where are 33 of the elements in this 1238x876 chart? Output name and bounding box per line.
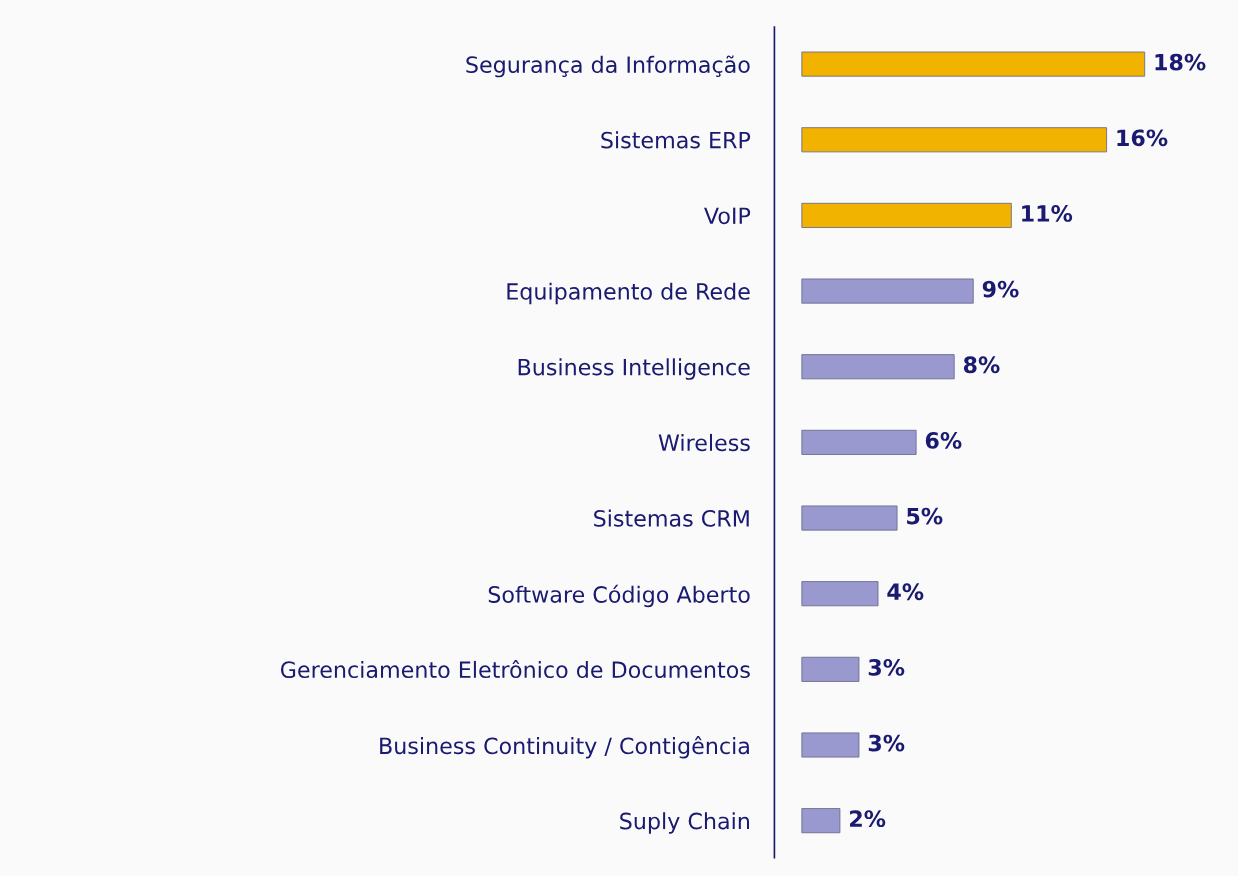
bar (801, 202, 1012, 228)
data-label: 18% (1155, 53, 1206, 71)
data-label: 16% (1117, 129, 1168, 147)
bar (801, 429, 917, 455)
bar (801, 278, 974, 304)
data-label: 3% (868, 658, 905, 676)
bar (801, 808, 841, 834)
y-tick-label: Software Código Aberto (488, 584, 750, 608)
y-tick-label: Sistemas ERP (601, 131, 751, 149)
y-tick-label: Segurança da Informação (466, 55, 750, 78)
bar (801, 656, 860, 682)
y-tick-label: Suply Chain (620, 812, 750, 834)
bar (801, 732, 860, 758)
y-tick-label: Wireless (658, 433, 750, 452)
data-label: 6% (925, 432, 962, 449)
data-label: 3% (868, 734, 905, 752)
bar (801, 581, 879, 607)
y-tick-label: Business Continuity / Contigência (380, 736, 749, 759)
y-tick-label: Business Intelligence (518, 358, 750, 380)
y-tick-label: VoIP (704, 207, 751, 225)
bar (801, 354, 955, 380)
y-tick-label: Gerenciamento Eletrônico de Documentos (280, 660, 750, 679)
data-label: 8% (963, 356, 1000, 374)
data-label: 5% (907, 507, 943, 525)
bar (801, 51, 1146, 77)
data-label: 4% (887, 583, 924, 601)
bar (801, 505, 898, 531)
data-label: 9% (982, 280, 1019, 298)
y-tick-label: Equipamento de Rede (507, 282, 750, 305)
y-tick-label: Sistemas CRM (594, 509, 749, 527)
data-label: 11% (1022, 205, 1073, 222)
bar (801, 127, 1107, 153)
data-label: 2% (850, 810, 886, 828)
